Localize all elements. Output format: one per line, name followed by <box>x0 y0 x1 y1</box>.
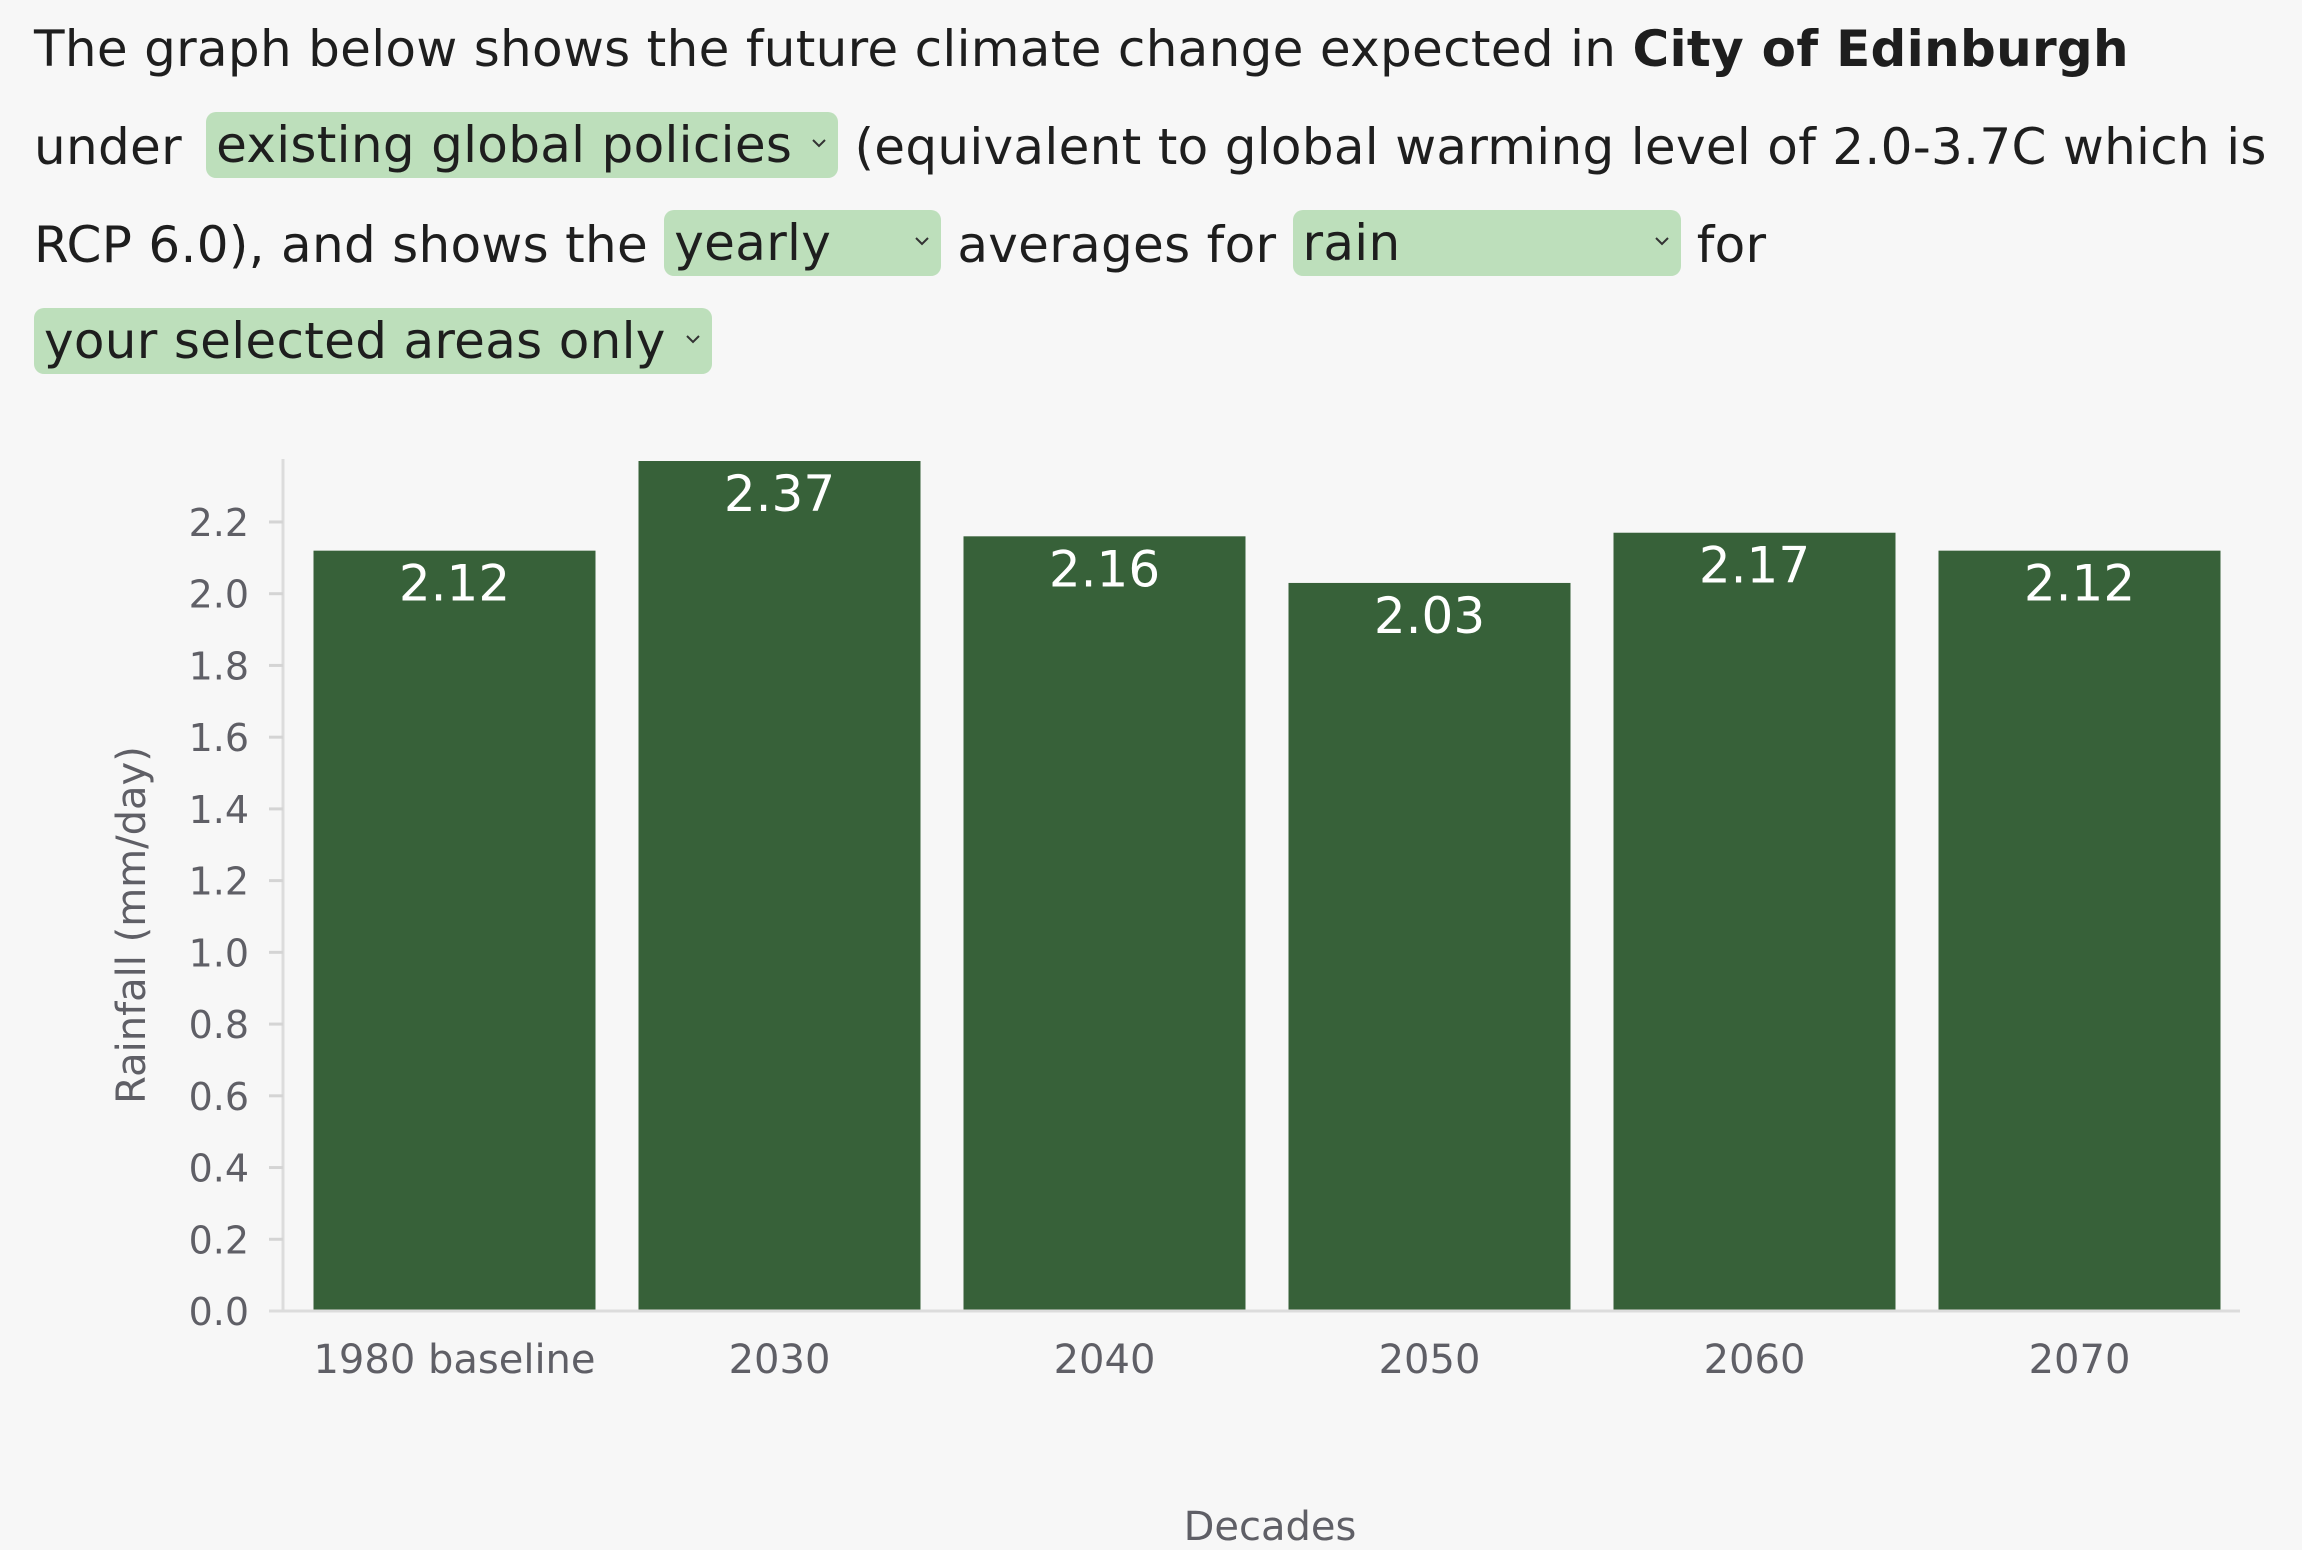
x-tick-label: 2070 <box>2029 1337 2131 1383</box>
chevron-down-icon <box>685 335 700 344</box>
x-axis-title: Decades <box>1184 1504 1357 1550</box>
variable-select-value: rain <box>1302 214 1401 272</box>
bar-value-label: 2.12 <box>2024 555 2135 613</box>
y-tick-label: 0.6 <box>189 1075 249 1119</box>
x-tick-label: 2030 <box>729 1337 831 1383</box>
y-axis-title: Rainfall (mm/day) <box>109 746 155 1104</box>
chevron-down-icon <box>1654 237 1669 246</box>
bar-value-label: 2.17 <box>1699 537 1810 595</box>
bar-value-label: 2.12 <box>399 555 510 613</box>
bar <box>313 550 596 1311</box>
y-tick-label: 2.0 <box>189 573 249 617</box>
bar-value-label: 2.03 <box>1374 587 1485 645</box>
chevron-down-icon <box>915 237 929 246</box>
x-tick-label: 2040 <box>1054 1337 1156 1383</box>
x-axis: 1980 baseline 2030 2040 2050 2060 2070 <box>269 1309 2240 1383</box>
period-select[interactable]: yearly <box>664 210 942 276</box>
intro-text-3: (equivalent to global warming level of 2… <box>34 118 2267 274</box>
period-select-value: yearly <box>674 214 832 272</box>
area-select[interactable]: your selected areas only <box>34 308 712 374</box>
x-tick-label: 2050 <box>1379 1337 1481 1383</box>
intro-text-5: for <box>1680 216 1767 274</box>
y-tick-label: 0.4 <box>189 1147 249 1191</box>
y-tick-label: 0.2 <box>189 1218 249 1262</box>
y-tick-label: 2.2 <box>189 501 249 545</box>
bar <box>1938 550 2221 1311</box>
x-tick-label: 2060 <box>1704 1337 1806 1383</box>
variable-select[interactable]: rain <box>1292 210 1681 276</box>
bar <box>963 536 1246 1311</box>
intro-text-2: under <box>34 118 199 176</box>
bar <box>638 461 921 1311</box>
bar <box>1613 532 1896 1311</box>
place-name: City of Edinburgh <box>1632 20 2129 78</box>
y-tick-label: 1.4 <box>189 788 249 832</box>
bar-value-label: 2.16 <box>1049 540 1160 598</box>
y-tick-label: 0.0 <box>189 1290 249 1334</box>
intro-text-1: The graph below shows the future climate… <box>34 20 1633 78</box>
y-tick-label: 1.2 <box>189 860 249 904</box>
chevron-down-icon <box>812 139 826 148</box>
bar <box>1288 582 1571 1311</box>
y-axis: 0.0 0.2 0.4 0.6 0.8 1.0 1.2 1.4 1.6 1.8 2.0 2.2 <box>189 459 285 1334</box>
intro-sentence: The graph below shows the future climate… <box>34 0 2274 392</box>
y-tick-label: 1.6 <box>189 716 249 760</box>
y-tick-label: 0.8 <box>189 1003 249 1047</box>
scenario-select-value: existing global policies <box>216 116 793 174</box>
y-tick-label: 1.8 <box>189 644 249 688</box>
area-select-value: your selected areas only <box>44 312 666 370</box>
bar-series: 2.12 2.37 2.16 2.03 2.17 2.12 <box>313 461 2221 1311</box>
bar-value-label: 2.37 <box>724 465 835 523</box>
scenario-select[interactable]: existing global policies <box>206 112 839 178</box>
x-tick-label: 1980 baseline <box>313 1337 595 1383</box>
intro-text-4: averages for <box>941 216 1293 274</box>
y-tick-label: 1.0 <box>189 931 249 975</box>
